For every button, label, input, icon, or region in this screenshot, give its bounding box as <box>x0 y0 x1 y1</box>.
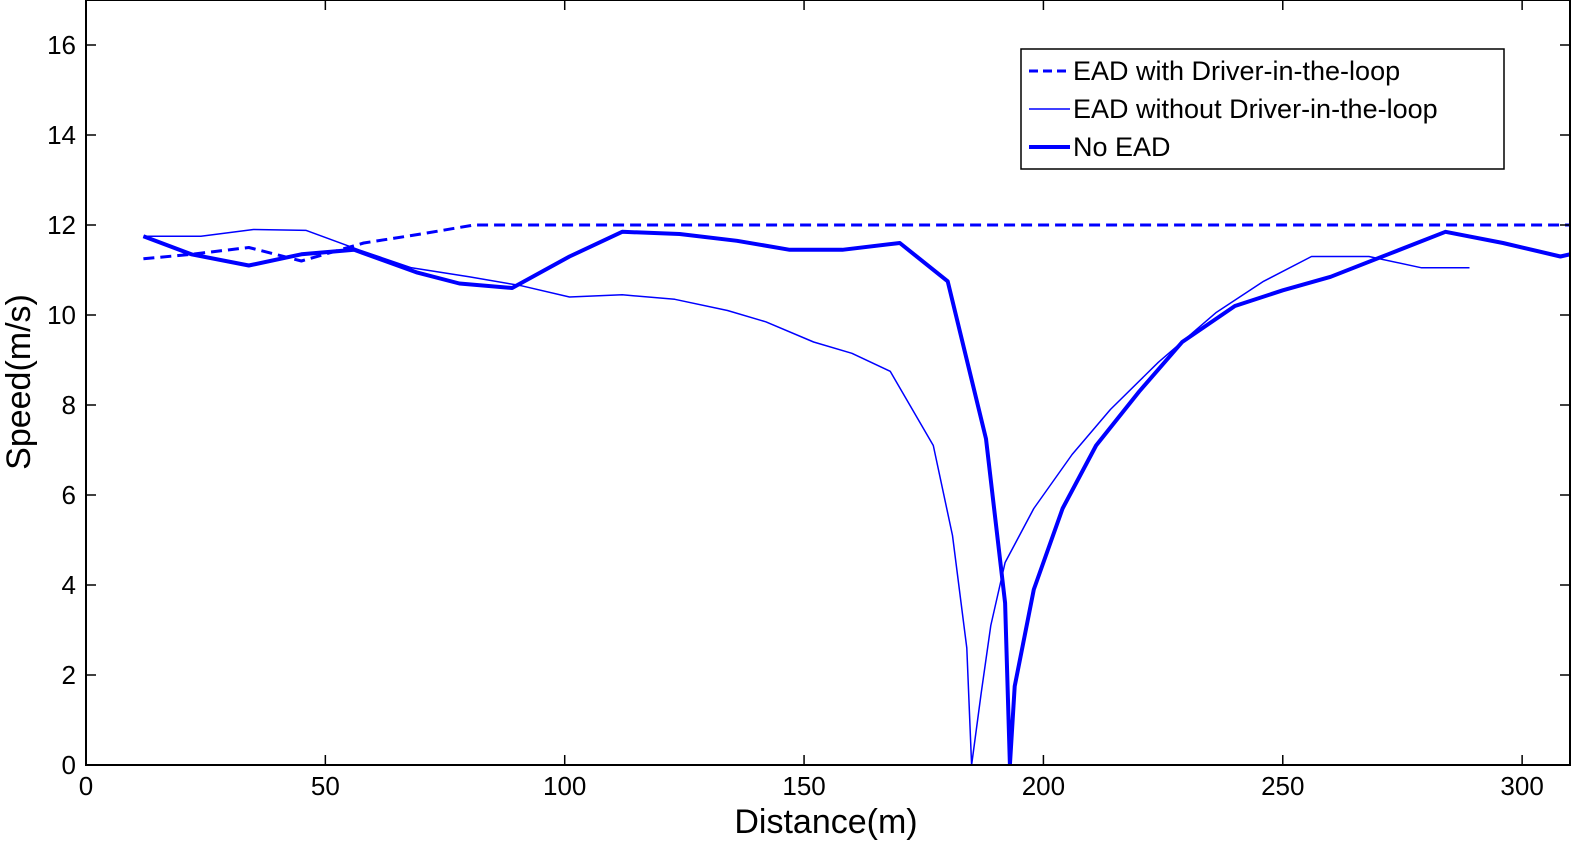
x-axis-label: Distance(m) <box>734 803 917 841</box>
legend-label-ead-with-driver: EAD with Driver-in-the-loop <box>1073 56 1400 86</box>
x-tick-label: 0 <box>79 771 93 801</box>
y-axis-label: Speed(m/s) <box>0 294 38 470</box>
x-tick-label: 150 <box>782 771 825 801</box>
y-tick-label: 8 <box>62 390 76 420</box>
x-tick-label: 250 <box>1261 771 1304 801</box>
y-tick-label: 2 <box>62 660 76 690</box>
y-tick-label: 10 <box>47 300 76 330</box>
y-tick-label: 4 <box>62 570 76 600</box>
legend-label-no-ead: No EAD <box>1073 132 1171 162</box>
x-tick-label: 200 <box>1022 771 1065 801</box>
x-tick-label: 50 <box>311 771 340 801</box>
legend: EAD with Driver-in-the-loop EAD without … <box>1020 48 1505 170</box>
series-line-ead-without-driver-in-the-loop <box>143 228 1470 765</box>
y-tick-label: 14 <box>47 120 76 150</box>
y-tick-label: 12 <box>47 210 76 240</box>
y-tick-label: 0 <box>62 750 76 780</box>
y-tick-label: 16 <box>47 30 76 60</box>
x-tick-label: 100 <box>543 771 586 801</box>
series-line-no-ead <box>142 229 1570 765</box>
series-line-ead-with-driver-in-the-loop <box>143 223 1570 263</box>
legend-box <box>1020 48 1505 170</box>
y-tick-label: 6 <box>62 480 76 510</box>
x-tick-label: 300 <box>1500 771 1543 801</box>
plot-area-frame <box>85 0 1571 766</box>
legend-label-ead-without-driver: EAD without Driver-in-the-loop <box>1073 94 1438 124</box>
